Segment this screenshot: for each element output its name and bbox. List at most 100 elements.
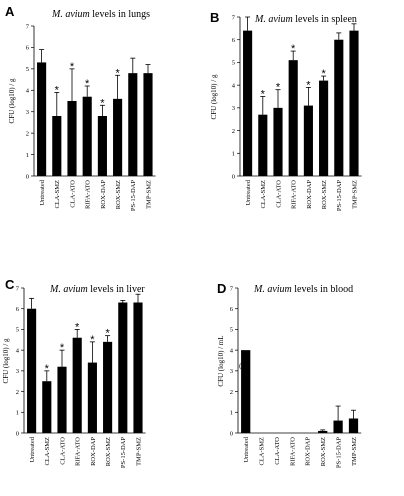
category-label: CLA-SMZ bbox=[260, 180, 267, 209]
significance-asterisk: * bbox=[115, 67, 120, 79]
category-label: PS-15-DAP bbox=[336, 437, 343, 468]
category-label: Untreated bbox=[29, 436, 36, 462]
category-label: Untreated bbox=[39, 179, 46, 205]
bar bbox=[128, 73, 138, 176]
significance-asterisk: * bbox=[306, 79, 311, 91]
panel-title-tissue: levels in spleen bbox=[293, 14, 357, 25]
bar bbox=[333, 420, 343, 433]
category-label: CLA-ATO bbox=[69, 180, 76, 208]
bar bbox=[348, 418, 359, 433]
bar bbox=[67, 101, 77, 176]
y-tick-label: 7 bbox=[232, 14, 236, 21]
y-tick-label: 7 bbox=[26, 23, 30, 30]
annotation-label: (a) bbox=[239, 362, 247, 370]
y-axis-label: CFU (log10) / mL bbox=[217, 335, 225, 386]
y-tick-label: 3 bbox=[232, 105, 235, 112]
category-label: TMP-SMZ bbox=[351, 437, 358, 466]
y-tick-label: 6 bbox=[232, 37, 236, 44]
significance-asterisk: * bbox=[291, 43, 296, 55]
y-axis-label: CFU (log10) / g bbox=[210, 74, 218, 119]
bar bbox=[133, 302, 143, 433]
category-label: CLA-SMZ bbox=[44, 437, 51, 466]
y-tick-label: 4 bbox=[16, 347, 20, 354]
panel-label: D bbox=[217, 281, 226, 296]
panel-title: M. avium levels in lungs bbox=[51, 9, 150, 20]
category-label: RIFA-ATO bbox=[75, 437, 82, 466]
category-label: PS-15-DAP bbox=[130, 180, 137, 211]
y-tick-label: 6 bbox=[26, 45, 30, 52]
significance-asterisk: * bbox=[70, 61, 75, 73]
category-label: TMP-SMZ bbox=[135, 437, 142, 466]
category-label: RIFA-ATO bbox=[85, 180, 92, 209]
bar bbox=[258, 114, 268, 176]
panel-a: A M. avium levels in lungs 0 1 2 3 4 5 6 7 CFU (lo… bbox=[5, 4, 156, 211]
panel-title: M. avium levels in liver bbox=[49, 284, 145, 295]
panel-title-tissue: levels in liver bbox=[88, 284, 146, 295]
panel-title: M. avium levels in blood bbox=[253, 284, 353, 295]
bar bbox=[113, 98, 123, 176]
y-tick-label: 3 bbox=[16, 368, 19, 375]
significance-asterisk: * bbox=[85, 78, 90, 90]
category-label: ROX-DAP bbox=[305, 437, 312, 466]
bar bbox=[42, 381, 52, 433]
y-tick-label: 5 bbox=[232, 60, 235, 67]
y-tick-label: 7 bbox=[230, 285, 234, 292]
panel-label: B bbox=[210, 10, 219, 25]
bar bbox=[273, 107, 283, 176]
category-label: CLA-ATO bbox=[274, 437, 281, 465]
y-tick-label: 4 bbox=[26, 88, 30, 95]
category-label: RIFA-ATO bbox=[291, 180, 298, 209]
y-tick-label: 5 bbox=[230, 327, 233, 334]
panel-title-organism: M. avium bbox=[253, 284, 292, 295]
y-tick-label: 5 bbox=[26, 66, 29, 73]
y-tick-label: 6 bbox=[16, 306, 20, 313]
bar bbox=[349, 30, 359, 176]
category-label: CLA-ATO bbox=[59, 437, 66, 465]
y-tick-label: 2 bbox=[16, 389, 19, 396]
y-tick-label: 5 bbox=[16, 327, 19, 334]
bar bbox=[241, 350, 251, 433]
category-label: ROX-DAP bbox=[90, 437, 97, 466]
category-label: CLA-ATO bbox=[275, 180, 282, 208]
bar bbox=[82, 96, 92, 176]
y-tick-label: 0 bbox=[230, 430, 233, 437]
category-label: ROX-DAP bbox=[306, 180, 313, 209]
panel-c: C M. avium levels in liver 0 1 2 3 4 5 6 7 CFU (lo… bbox=[2, 277, 146, 468]
bar bbox=[97, 116, 107, 176]
category-label: PS-15-DAP bbox=[120, 437, 127, 468]
category-label: RIFA-ATO bbox=[289, 437, 296, 466]
bar bbox=[243, 30, 253, 176]
panel-title-tissue: levels in lungs bbox=[90, 9, 150, 20]
bar bbox=[72, 337, 82, 433]
bar bbox=[334, 39, 344, 176]
bar bbox=[288, 60, 298, 176]
bar bbox=[318, 430, 328, 433]
y-tick-label: 3 bbox=[26, 109, 29, 116]
significance-asterisk: * bbox=[100, 97, 105, 109]
bar bbox=[303, 105, 313, 176]
y-axis-label: CFU (log10) / g bbox=[8, 78, 16, 123]
panel-b: B M. avium levels in spleen 0 1 2 3 4 5 6 7 CFU (l… bbox=[210, 10, 362, 211]
category-label: ROX-SMZ bbox=[115, 180, 122, 209]
bar bbox=[118, 302, 128, 433]
bar bbox=[37, 62, 47, 176]
y-tick-label: 1 bbox=[16, 410, 19, 417]
panel-title-organism: M. avium bbox=[254, 14, 293, 25]
panel-label: C bbox=[5, 277, 15, 292]
category-label: ROX-SMZ bbox=[105, 437, 112, 466]
category-label: TMP-SMZ bbox=[351, 180, 358, 209]
bar bbox=[319, 80, 329, 176]
panel-d: D M. avium levels in blood 0 1 2 3 4 5 6 7 CFU (lo… bbox=[217, 281, 362, 468]
significance-asterisk: * bbox=[45, 363, 50, 375]
y-tick-label: 0 bbox=[26, 173, 29, 180]
y-tick-label: 7 bbox=[16, 285, 20, 292]
y-tick-label: 1 bbox=[230, 410, 233, 417]
category-label: Untreated bbox=[245, 179, 252, 205]
significance-asterisk: * bbox=[261, 89, 266, 101]
category-label: CLA-SMZ bbox=[259, 437, 266, 466]
significance-asterisk: * bbox=[105, 328, 110, 340]
y-tick-label: 2 bbox=[230, 389, 233, 396]
y-tick-label: 0 bbox=[232, 173, 235, 180]
bar bbox=[27, 308, 37, 433]
